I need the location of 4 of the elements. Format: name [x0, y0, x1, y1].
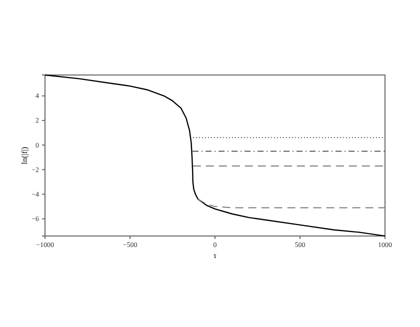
line-series [198, 198, 386, 208]
y-axis-title: ln(|f|) [20, 146, 29, 164]
line-series [44, 74, 386, 237]
x-axis-title: τ [213, 251, 218, 260]
